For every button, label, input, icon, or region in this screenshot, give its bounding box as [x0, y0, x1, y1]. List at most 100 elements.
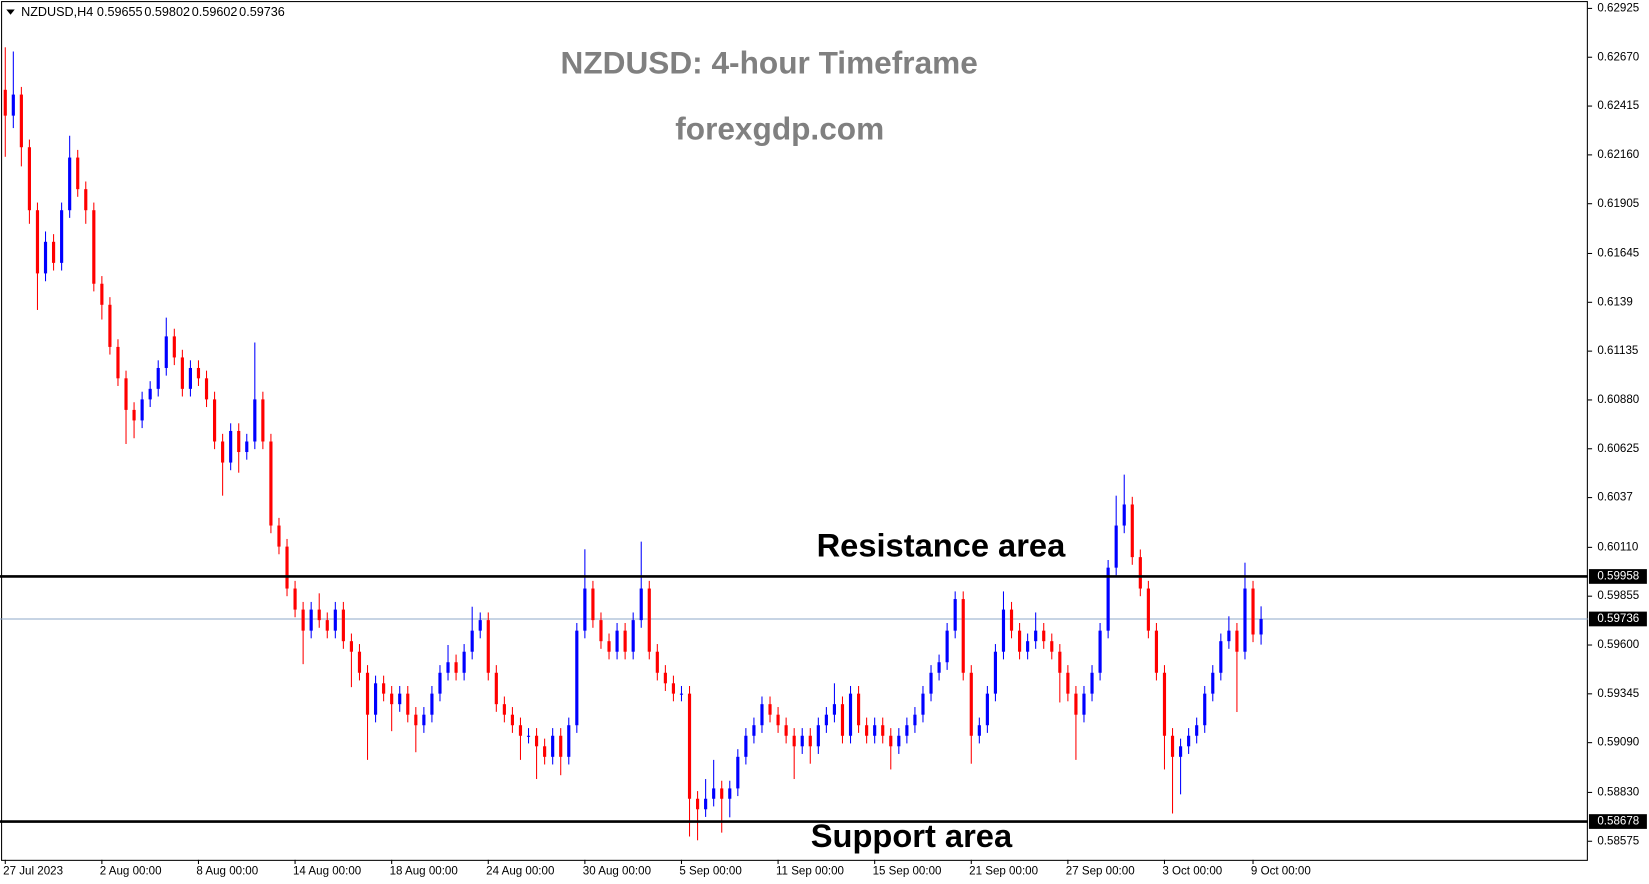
candle-body — [1170, 735, 1175, 757]
candle-body — [1178, 746, 1183, 757]
candle-body — [180, 357, 184, 389]
y-tick-label: 0.58575 — [1597, 835, 1639, 847]
candle-body — [478, 620, 482, 631]
candle-body — [631, 620, 635, 652]
candle-body — [317, 609, 321, 621]
candle-body — [551, 735, 555, 757]
y-tick-label: 0.62670 — [1597, 51, 1639, 63]
candle-body — [1026, 641, 1030, 652]
x-tick-label: 15 Sep 00:00 — [873, 865, 942, 877]
candle-body — [1042, 630, 1046, 642]
candle-body — [663, 672, 667, 684]
candle-body — [349, 641, 354, 652]
candle-body — [969, 672, 973, 736]
candle-body — [671, 683, 676, 694]
candle-body — [430, 693, 434, 715]
candle-body — [357, 651, 362, 673]
candle-body — [1001, 609, 1006, 652]
candle-body — [736, 756, 740, 789]
candle-body — [792, 735, 796, 747]
candle-body — [768, 704, 772, 715]
level-price-label: 0.58678 — [1597, 816, 1639, 828]
candle-body — [124, 378, 128, 410]
x-tick-label: 27 Sep 00:00 — [1066, 865, 1135, 877]
y-tick-label: 0.60625 — [1597, 443, 1639, 455]
x-tick-label: 2 Aug 00:00 — [100, 865, 162, 877]
candle-body — [84, 189, 88, 211]
candle-body — [865, 725, 869, 736]
candle-body — [398, 693, 402, 705]
candle-body — [977, 725, 981, 736]
candle-body — [502, 704, 506, 715]
candle-body — [148, 388, 152, 400]
candle-body — [518, 725, 523, 736]
candle-body — [881, 725, 885, 736]
candle-body — [993, 651, 998, 694]
y-tick-label: 0.62925 — [1597, 2, 1639, 14]
candle-body — [301, 609, 305, 631]
candle-body — [92, 210, 96, 284]
candle-body — [1219, 641, 1223, 673]
candle-body — [1050, 641, 1054, 652]
x-tick-label: 11 Sep 00:00 — [776, 865, 844, 877]
candle-body — [921, 693, 925, 715]
candle-body — [19, 94, 23, 148]
candle-body — [1122, 504, 1126, 526]
candle-body — [1243, 588, 1247, 652]
x-tick-label: 21 Sep 00:00 — [969, 865, 1038, 877]
candle-body — [196, 367, 201, 379]
candle-body — [1098, 630, 1102, 673]
y-tick-label: 0.59345 — [1597, 688, 1639, 700]
x-tick-label: 24 Aug 00:00 — [486, 865, 554, 877]
candle-body — [325, 620, 329, 631]
candle-body — [695, 798, 700, 810]
candle-body — [76, 157, 80, 190]
candle-body — [704, 798, 708, 810]
candle-body — [889, 735, 893, 747]
header-value: 0.59602 — [192, 5, 238, 19]
candle-body — [873, 725, 877, 736]
candle-body — [27, 147, 31, 211]
x-tick-label: 14 Aug 00:00 — [293, 865, 361, 877]
candle-body — [543, 746, 547, 757]
candle-body — [623, 630, 627, 652]
candle-body — [1259, 618, 1263, 635]
x-tick-label: 30 Aug 00:00 — [583, 865, 651, 877]
candle-body — [752, 725, 756, 736]
candle-body — [607, 641, 611, 652]
candle-body — [1114, 525, 1118, 568]
header-symbol: NZDUSD,H4 — [21, 5, 93, 19]
candle-body — [285, 546, 289, 589]
candle-body — [245, 441, 249, 453]
candle-body — [1058, 651, 1062, 673]
candle-body — [221, 441, 225, 463]
x-tick-label: 3 Oct 00:00 — [1162, 865, 1222, 877]
candle-body — [784, 725, 788, 736]
candle-body — [534, 735, 539, 747]
candle-body — [848, 693, 853, 736]
candle-body — [60, 210, 64, 263]
y-tick-label: 0.62160 — [1597, 149, 1639, 161]
candle-body — [583, 588, 587, 631]
candle-body — [832, 704, 837, 715]
candle-body — [526, 735, 531, 737]
candle-body — [172, 336, 176, 358]
candle-body — [68, 157, 72, 211]
candle-body — [905, 725, 909, 736]
candle-body — [156, 367, 160, 389]
candle-body — [1034, 630, 1038, 642]
x-tick-label: 27 Jul 2023 — [3, 865, 63, 877]
candle-body — [3, 89, 7, 116]
candle-body — [1195, 725, 1199, 736]
candle-body — [760, 704, 764, 726]
y-tick-label: 0.6037 — [1597, 492, 1632, 504]
x-tick-label: 5 Sep 00:00 — [679, 865, 741, 877]
candle-body — [687, 693, 692, 799]
x-tick-label: 8 Aug 00:00 — [196, 865, 258, 877]
candle-body — [567, 725, 571, 757]
plot-frame — [1, 1, 1588, 861]
x-tick-label: 18 Aug 00:00 — [390, 865, 458, 877]
candle-body — [615, 630, 619, 652]
